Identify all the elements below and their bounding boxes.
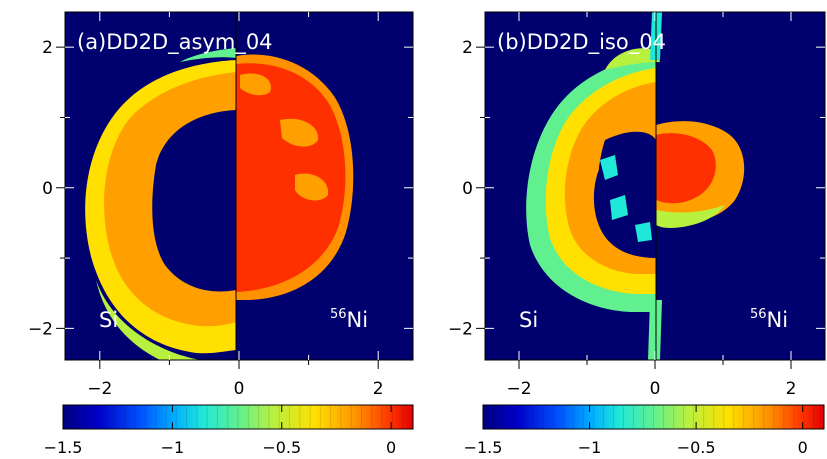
panel-a-ni-patch-3 — [240, 73, 271, 96]
colorbar-a-tick-label: −1.5 — [44, 438, 83, 457]
panel-a-xtick-label: 0 — [234, 379, 245, 399]
panel-a: −2 0 2 −2 0 2 (a)DD2D_asym_04 Si 56Ni — [28, 11, 414, 399]
colorbar-a-stripes — [72, 406, 404, 428]
colorbar-b-tick-label: −0.5 — [677, 438, 716, 457]
panel-a-ni-patch-1 — [280, 118, 319, 147]
panel-b-title: (b)DD2D_iso_04 — [497, 30, 666, 55]
colorbar-a: −1.5 −1 −0.5 0 — [44, 404, 414, 457]
panel-a-ni-blob — [236, 59, 348, 293]
panel-a-tick-labels: −2 0 2 −2 0 2 — [28, 38, 384, 399]
panel-a-si-shell-outer-green — [96, 280, 200, 360]
panel-b-xtick-label: 0 — [650, 379, 661, 399]
panel-b-xtick-label: −2 — [506, 379, 531, 399]
panel-b-ni-edge — [656, 205, 725, 228]
panel-b-ni-core — [656, 133, 716, 204]
colorbar-a-tick-label: 0 — [386, 438, 396, 457]
panel-a-title: (a)DD2D_asym_04 — [77, 30, 273, 55]
panel-b-si-shell-orange — [564, 82, 656, 274]
panel-b: −2 0 2 −2 0 2 (b)DD2D_iso_04 Si 56Ni — [448, 11, 826, 399]
panel-b-axis-ticks — [476, 12, 825, 369]
colorbar-b: −1.5 −1 −0.5 0 — [464, 404, 825, 457]
panel-b-ytick-label: 2 — [462, 38, 473, 58]
panel-b-jet-bottom — [648, 300, 662, 360]
panel-a-ytick-label: 2 — [42, 38, 53, 58]
colorbar-b-ticks: −1.5 −1 −0.5 0 — [464, 405, 808, 457]
panel-a-axis-ticks — [56, 12, 413, 369]
panel-a-xtick-label: −2 — [87, 379, 112, 399]
panel-a-ni-patch-2 — [295, 173, 329, 201]
panel-a-heatmap — [85, 48, 354, 360]
colorbar-b-tick-label: −1 — [578, 438, 602, 457]
colorbar-a-gradient — [62, 404, 414, 430]
colorbar-b-gradient — [482, 404, 825, 430]
panel-a-si-label: Si — [99, 308, 118, 332]
panel-b-plume-top — [605, 48, 660, 70]
panel-b-heatmap — [526, 12, 745, 360]
panel-a-ni-label: 56Ni — [330, 307, 368, 332]
panel-b-ni-label: 56Ni — [750, 307, 788, 332]
panel-a-xtick-label: 2 — [373, 379, 384, 399]
colorbar-b-tick-label: 0 — [798, 438, 808, 457]
panel-a-ytick-label: −2 — [28, 319, 53, 339]
panel-a-si-shell-edge — [180, 48, 236, 62]
panel-a-ytick-label: 0 — [42, 179, 53, 199]
colorbar-b-tick-label: −1.5 — [464, 438, 503, 457]
panel-b-tick-labels: −2 0 2 −2 0 2 — [448, 38, 796, 399]
colorbar-a-tick-label: −0.5 — [262, 438, 301, 457]
panel-b-xtick-label: 2 — [786, 379, 797, 399]
panel-a-si-shell-orange — [104, 72, 237, 327]
colorbar-a-tick-label: −1 — [161, 438, 185, 457]
panel-b-si-cavity-fragments — [600, 155, 652, 242]
panel-b-ytick-label: 0 — [462, 179, 473, 199]
colorbar-a-ticks: −1.5 −1 −0.5 0 — [44, 405, 396, 457]
panel-b-ytick-label: −2 — [448, 319, 473, 339]
panel-b-si-label: Si — [519, 308, 538, 332]
colorbar-b-stripes — [492, 406, 815, 428]
